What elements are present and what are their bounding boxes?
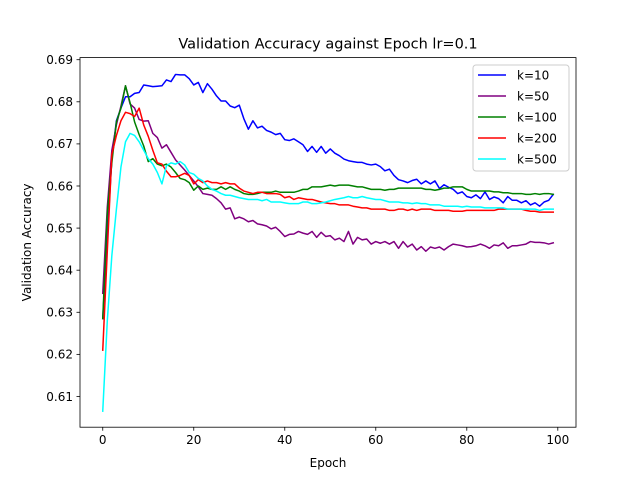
x-tick-label: 100 <box>546 433 569 447</box>
series-line-k-200 <box>101 107 554 351</box>
plot-frame <box>79 57 577 428</box>
y-tick-label: 0.66 <box>46 179 73 193</box>
x-tick-label: 80 <box>459 433 474 447</box>
chart-title: Validation Accuracy against Epoch lr=0.1 <box>178 37 477 53</box>
legend-label: k=200 <box>517 131 557 145</box>
legend-label: k=500 <box>517 152 557 166</box>
y-tick-label: 0.68 <box>46 95 73 109</box>
x-tick-label: 20 <box>186 433 201 447</box>
x-tick-label: 40 <box>277 433 292 447</box>
legend-label: k=100 <box>517 110 557 124</box>
y-tick-label: 0.62 <box>46 348 73 362</box>
series-line-k-10 <box>101 73 555 320</box>
y-tick-label: 0.65 <box>46 221 73 235</box>
series-layer <box>101 73 555 412</box>
x-axis-label: Epoch <box>310 456 347 470</box>
y-tick-label: 0.67 <box>46 137 73 151</box>
legend-box <box>472 64 570 172</box>
x-tick-label: 60 <box>368 433 383 447</box>
y-tick-label: 0.61 <box>46 390 73 404</box>
x-axis: 0 20 40 60 80 100 <box>99 427 569 447</box>
legend-label: k=10 <box>517 68 549 82</box>
y-tick-label: 0.69 <box>46 53 73 67</box>
legend-label: k=50 <box>517 89 549 103</box>
x-tick-label: 0 <box>99 433 107 447</box>
y-axis: 0.61 0.62 0.63 0.64 0.65 0.66 0.67 0.68 0.69 <box>46 53 80 404</box>
series-line-k-500 <box>101 132 554 412</box>
legend: k=10 k=50 k=100 k=200 k=500 <box>472 64 570 172</box>
y-tick-label: 0.64 <box>46 263 73 277</box>
y-axis-label: Validation Accuracy <box>20 183 34 301</box>
y-tick-label: 0.63 <box>46 306 73 320</box>
